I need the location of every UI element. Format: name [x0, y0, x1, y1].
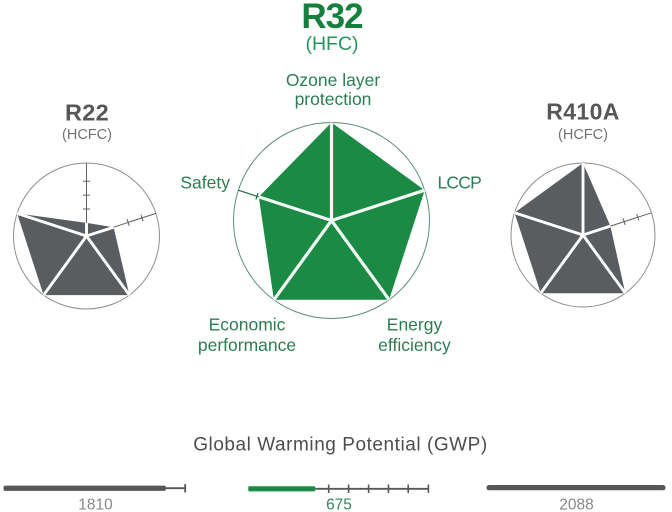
svg-text:protection: protection [295, 89, 372, 109]
svg-text:(HCFC): (HCFC) [558, 127, 608, 143]
svg-text:R32: R32 [301, 0, 363, 36]
svg-text:LCCP: LCCP [438, 173, 482, 193]
svg-text:Economic: Economic [209, 315, 286, 335]
svg-text:1810: 1810 [78, 497, 113, 512]
svg-text:2088: 2088 [559, 497, 593, 512]
svg-text:(HCFC): (HCFC) [62, 127, 112, 143]
svg-text:Ozone layer: Ozone layer [286, 70, 381, 90]
svg-text:Global Warming Potential (GWP): Global Warming Potential (GWP) [193, 435, 488, 456]
svg-text:Safety: Safety [180, 173, 230, 193]
svg-text:R22: R22 [65, 100, 109, 126]
svg-text:Energy: Energy [387, 315, 443, 335]
svg-text:R410A: R410A [546, 99, 620, 125]
svg-text:efficiency: efficiency [378, 335, 451, 355]
svg-text:performance: performance [198, 335, 296, 355]
svg-text:(HFC): (HFC) [305, 33, 358, 55]
svg-text:675: 675 [326, 497, 352, 512]
